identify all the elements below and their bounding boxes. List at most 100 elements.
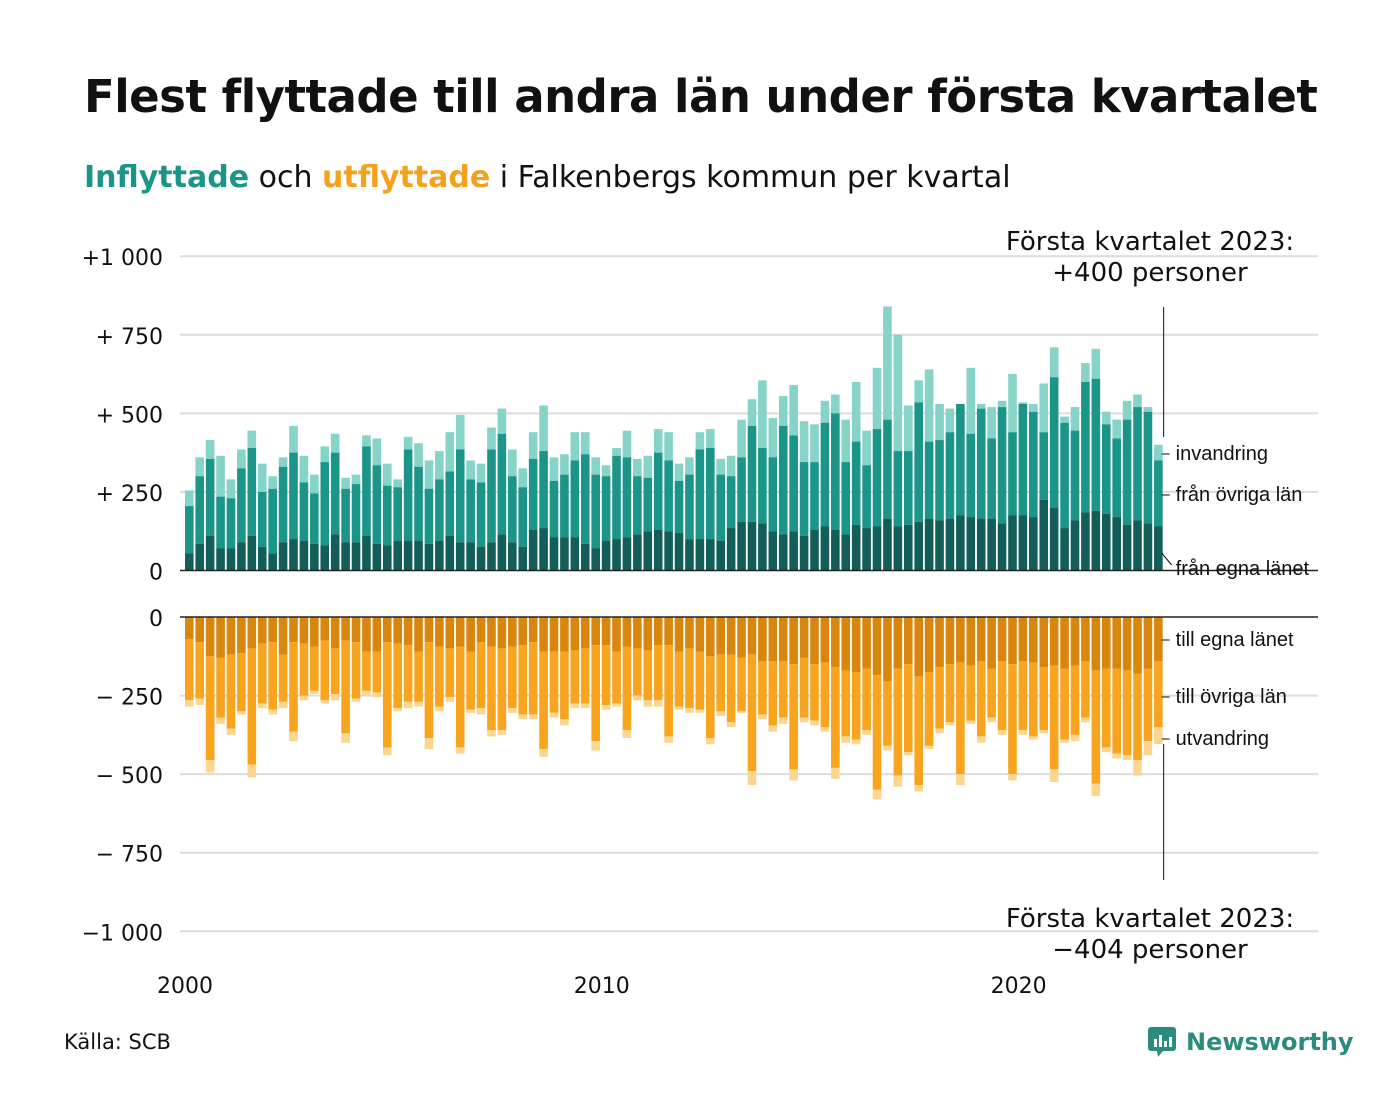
bar-fran-egna-lanet xyxy=(789,531,798,571)
bar-fran-egna-lanet xyxy=(966,517,976,571)
bar-fran-egna-lanet xyxy=(518,546,528,571)
bar-utvandring xyxy=(185,700,194,707)
bar-till-egna-lanet xyxy=(185,617,194,640)
bar-utvandring xyxy=(1039,730,1049,734)
bar-invandring xyxy=(362,435,371,447)
bar-till-ovriga-lan xyxy=(560,651,569,720)
bar-till-ovriga-lan xyxy=(1008,664,1017,775)
bar-fran-ovriga-lan xyxy=(862,465,871,529)
bar-invandring xyxy=(278,457,288,467)
subtitle-rest: i Falkenbergs kommun per kvartal xyxy=(490,160,1011,195)
bar-till-egna-lanet xyxy=(883,617,892,682)
bar-fran-ovriga-lan xyxy=(851,441,861,525)
bar-fran-egna-lanet xyxy=(1018,515,1028,571)
bar-fran-ovriga-lan xyxy=(789,435,798,532)
bar-fran-egna-lanet xyxy=(914,521,923,571)
bar-till-ovriga-lan xyxy=(674,651,684,707)
bar-invandring xyxy=(737,419,746,458)
bar-till-ovriga-lan xyxy=(653,645,663,701)
bar-utvandring xyxy=(237,711,246,715)
bar-utvandring xyxy=(653,700,663,707)
bar-till-egna-lanet xyxy=(997,617,1007,662)
bar-invandring xyxy=(424,460,434,489)
bar-fran-egna-lanet xyxy=(310,543,319,571)
bar-till-egna-lanet xyxy=(1133,617,1142,674)
bar-utvandring xyxy=(403,701,413,709)
bar-till-egna-lanet xyxy=(330,617,340,649)
bar-fran-ovriga-lan xyxy=(257,491,267,547)
bar-utvandring xyxy=(601,705,611,710)
bar-till-egna-lanet xyxy=(799,617,809,658)
bar-fran-ovriga-lan xyxy=(216,496,225,549)
bar-fran-egna-lanet xyxy=(841,534,851,571)
bar-till-ovriga-lan xyxy=(820,662,830,728)
bar-fran-egna-lanet xyxy=(403,540,413,571)
bar-fran-ovriga-lan xyxy=(820,422,830,527)
bar-fran-ovriga-lan xyxy=(799,462,809,536)
bar-utvandring xyxy=(1143,741,1153,756)
bar-invandring xyxy=(560,454,569,475)
subtitle-outflow-word: utflyttade xyxy=(322,160,491,195)
bar-till-ovriga-lan xyxy=(195,642,205,699)
bar-till-ovriga-lan xyxy=(508,646,517,709)
bar-fran-egna-lanet xyxy=(695,539,705,571)
bar-fran-egna-lanet xyxy=(1070,520,1080,571)
bar-invandring xyxy=(706,429,715,448)
bar-till-egna-lanet xyxy=(674,617,684,652)
bar-fran-egna-lanet xyxy=(216,548,225,571)
bar-invandring xyxy=(247,430,257,448)
brand-name: Newsworthy xyxy=(1186,1028,1354,1056)
bar-invandring xyxy=(633,458,642,477)
bar-utvandring xyxy=(747,771,757,786)
label-till-ovriga-lan: till övriga län xyxy=(1176,686,1287,708)
bar-fran-egna-lanet xyxy=(289,539,298,571)
bar-invandring xyxy=(810,424,819,463)
label-till-egna-lanet: till egna länet xyxy=(1176,629,1294,651)
bar-till-egna-lanet xyxy=(1039,617,1049,668)
bar-invandring xyxy=(872,367,882,430)
bar-fran-ovriga-lan xyxy=(1029,411,1038,518)
bar-utvandring xyxy=(987,717,996,723)
bar-fran-egna-lanet xyxy=(570,537,580,571)
bar-invandring xyxy=(299,455,309,483)
bar-till-ovriga-lan xyxy=(643,650,653,701)
bar-till-ovriga-lan xyxy=(612,651,621,704)
bar-fran-egna-lanet xyxy=(622,537,632,571)
bar-till-egna-lanet xyxy=(716,617,726,655)
bar-till-ovriga-lan xyxy=(539,651,548,750)
bar-fran-ovriga-lan xyxy=(289,452,298,540)
bar-invandring xyxy=(831,394,840,414)
bar-till-ovriga-lan xyxy=(549,651,559,713)
bar-utvandring xyxy=(268,709,277,715)
bar-fran-ovriga-lan xyxy=(1091,378,1101,511)
bar-till-egna-lanet xyxy=(289,617,298,643)
bar-invandring xyxy=(205,440,215,459)
bar-fran-egna-lanet xyxy=(560,537,569,571)
bar-fran-ovriga-lan xyxy=(841,462,851,535)
bar-fran-egna-lanet xyxy=(924,518,934,571)
y-tick-label-top: 0 xyxy=(149,561,163,586)
bar-utvandring xyxy=(622,730,632,739)
x-tick-label: 2020 xyxy=(991,974,1047,999)
bar-utvandring xyxy=(539,749,548,757)
bar-invandring xyxy=(789,385,798,436)
bar-utvandring xyxy=(508,708,517,713)
bar-till-ovriga-lan xyxy=(664,645,673,737)
bar-till-ovriga-lan xyxy=(278,654,288,702)
bar-fran-egna-lanet xyxy=(539,528,548,571)
bar-fran-ovriga-lan xyxy=(935,440,944,521)
bar-till-ovriga-lan xyxy=(1133,673,1142,761)
bar-invandring xyxy=(1070,407,1080,431)
chart-title: Flest flyttade till andra län under förs… xyxy=(84,70,1318,123)
bar-till-ovriga-lan xyxy=(351,642,361,699)
bar-till-ovriga-lan xyxy=(706,656,715,739)
bar-till-ovriga-lan xyxy=(716,654,726,712)
subtitle-inflow-word: Inflyttade xyxy=(84,160,250,195)
bar-till-ovriga-lan xyxy=(987,668,996,718)
bar-fran-ovriga-lan xyxy=(455,449,465,543)
bar-fran-ovriga-lan xyxy=(299,482,309,541)
bar-fran-ovriga-lan xyxy=(1122,419,1132,525)
bar-invandring xyxy=(320,446,330,463)
bar-till-egna-lanet xyxy=(872,617,882,676)
bar-fran-egna-lanet xyxy=(862,528,871,571)
